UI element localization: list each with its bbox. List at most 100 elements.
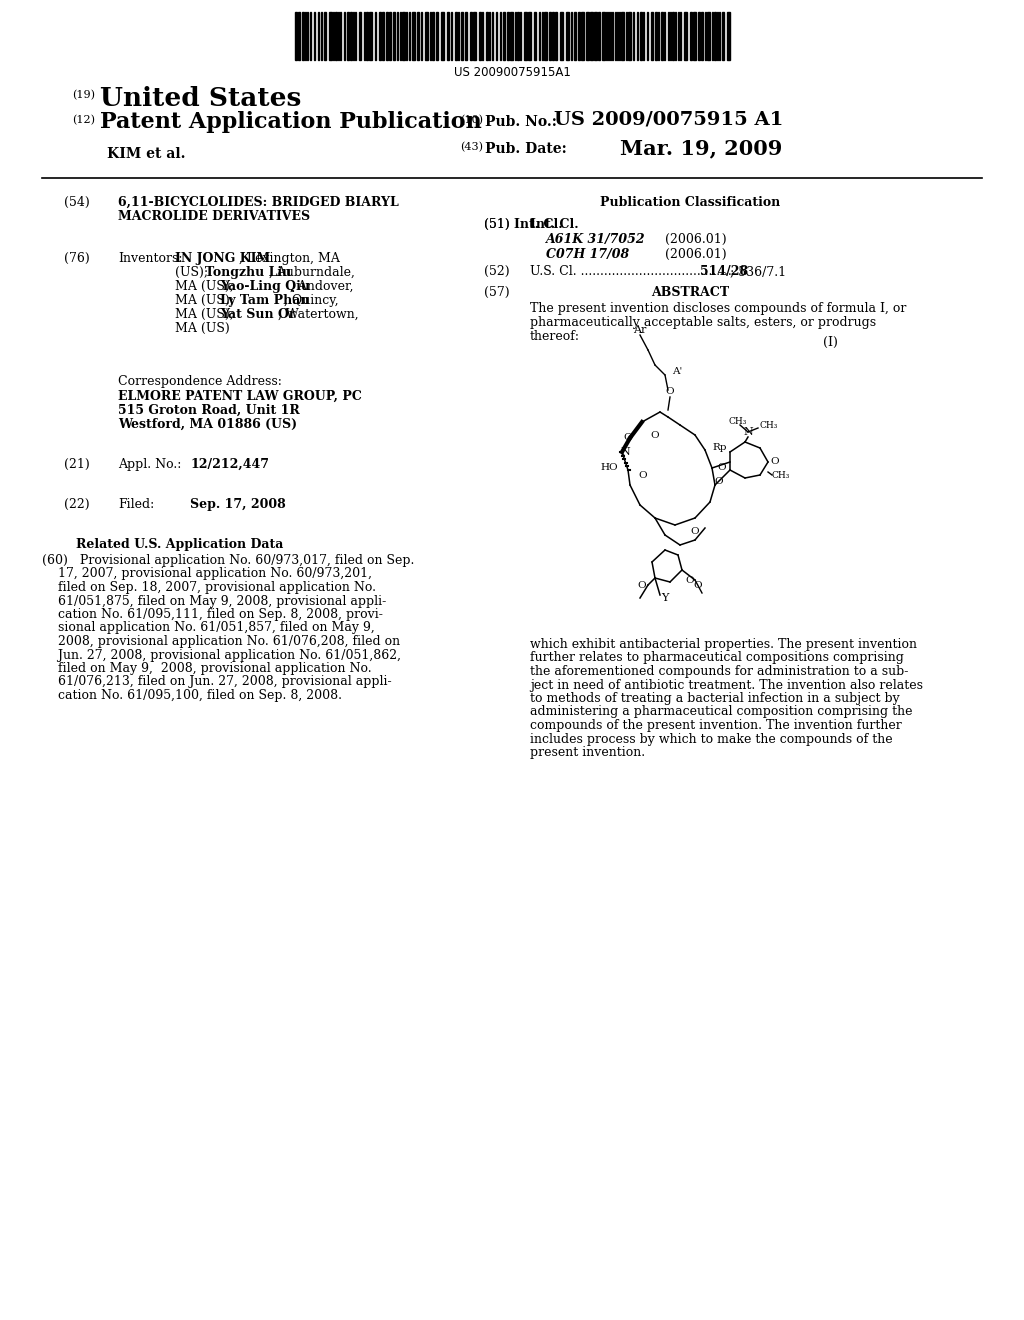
- Text: 61/076,213, filed on Jun. 27, 2008, provisional appli-: 61/076,213, filed on Jun. 27, 2008, prov…: [42, 676, 391, 689]
- Text: 12/212,447: 12/212,447: [190, 458, 269, 471]
- Text: cation No. 61/095,100, filed on Sep. 8, 2008.: cation No. 61/095,100, filed on Sep. 8, …: [42, 689, 342, 702]
- Text: which exhibit antibacterial properties. The present invention: which exhibit antibacterial properties. …: [530, 638, 918, 651]
- Text: CH₃: CH₃: [772, 471, 791, 480]
- Text: administering a pharmaceutical composition comprising the: administering a pharmaceutical compositi…: [530, 705, 912, 718]
- Text: O: O: [650, 430, 659, 440]
- Text: (2006.01): (2006.01): [665, 234, 727, 246]
- Text: (22): (22): [65, 498, 90, 511]
- Text: (10): (10): [460, 115, 483, 125]
- Text: O: O: [690, 528, 698, 536]
- Text: Y: Y: [662, 593, 669, 603]
- Text: Yao-Ling Qiu: Yao-Ling Qiu: [220, 280, 310, 293]
- Text: Correspondence Address:: Correspondence Address:: [118, 375, 282, 388]
- Text: US 2009/0075915 A1: US 2009/0075915 A1: [554, 111, 783, 129]
- Text: (12): (12): [72, 115, 95, 125]
- Text: (19): (19): [72, 90, 95, 100]
- Text: Publication Classification: Publication Classification: [600, 195, 780, 209]
- Text: cation No. 61/095,111, filed on Sep. 8, 2008, provi-: cation No. 61/095,111, filed on Sep. 8, …: [42, 609, 383, 620]
- Text: present invention.: present invention.: [530, 746, 645, 759]
- Text: A61K 31/7052: A61K 31/7052: [546, 234, 645, 246]
- Text: O: O: [685, 576, 693, 585]
- Text: (21): (21): [65, 458, 90, 471]
- Text: Ly Tam Phan: Ly Tam Phan: [220, 294, 309, 308]
- Text: Related U.S. Application Data: Related U.S. Application Data: [77, 539, 284, 550]
- Text: compounds of the present invention. The invention further: compounds of the present invention. The …: [530, 719, 902, 733]
- Text: 17, 2007, provisional application No. 60/973,201,: 17, 2007, provisional application No. 60…: [42, 568, 372, 581]
- Text: O: O: [624, 433, 632, 441]
- Text: Appl. No.:: Appl. No.:: [118, 458, 181, 471]
- Text: Int. Cl.: Int. Cl.: [514, 218, 562, 231]
- Text: US 20090075915A1: US 20090075915A1: [454, 66, 570, 79]
- Text: Pub. No.:: Pub. No.:: [485, 115, 557, 129]
- Text: , Watertown,: , Watertown,: [278, 308, 358, 321]
- Text: 515 Groton Road, Unit 1R: 515 Groton Road, Unit 1R: [118, 404, 300, 417]
- Text: (76): (76): [65, 252, 90, 265]
- Text: further relates to pharmaceutical compositions comprising: further relates to pharmaceutical compos…: [530, 652, 904, 664]
- Text: O: O: [770, 458, 778, 466]
- Text: Inventors:: Inventors:: [118, 252, 182, 265]
- Text: CH₃: CH₃: [760, 421, 778, 429]
- Text: 514/28: 514/28: [700, 265, 749, 279]
- Text: Mar. 19, 2009: Mar. 19, 2009: [620, 139, 782, 158]
- Text: Patent Application Publication: Patent Application Publication: [100, 111, 481, 133]
- Text: ject in need of antibiotic treatment. The invention also relates: ject in need of antibiotic treatment. Th…: [530, 678, 923, 692]
- Text: Yat Sun Or: Yat Sun Or: [220, 308, 296, 321]
- Text: MA (US);: MA (US);: [175, 308, 238, 321]
- Text: Ar: Ar: [633, 325, 647, 335]
- Text: , Lexington, MA: , Lexington, MA: [239, 252, 340, 265]
- Text: , Quincy,: , Quincy,: [284, 294, 338, 308]
- Text: (52): (52): [484, 265, 510, 279]
- Text: Filed:: Filed:: [118, 498, 155, 511]
- Text: Rp: Rp: [712, 444, 726, 453]
- Text: ELMORE PATENT LAW GROUP, PC: ELMORE PATENT LAW GROUP, PC: [118, 389, 361, 403]
- Text: N: N: [621, 447, 630, 457]
- Text: sional application No. 61/051,857, filed on May 9,: sional application No. 61/051,857, filed…: [42, 622, 375, 635]
- Text: (57): (57): [484, 286, 510, 300]
- Text: A': A': [672, 367, 682, 376]
- Text: O: O: [638, 470, 646, 479]
- Text: United States: United States: [100, 86, 301, 111]
- Text: , Auburndale,: , Auburndale,: [268, 267, 354, 279]
- Text: filed on Sep. 18, 2007, provisional application No.: filed on Sep. 18, 2007, provisional appl…: [42, 581, 376, 594]
- Text: Westford, MA 01886 (US): Westford, MA 01886 (US): [118, 418, 297, 432]
- Text: (43): (43): [460, 143, 483, 152]
- Text: (51): (51): [484, 218, 510, 231]
- Text: includes process by which to make the compounds of the: includes process by which to make the co…: [530, 733, 893, 746]
- Text: Jun. 27, 2008, provisional application No. 61/051,862,: Jun. 27, 2008, provisional application N…: [42, 648, 401, 661]
- Text: MA (US);: MA (US);: [175, 280, 238, 293]
- Text: , Andover,: , Andover,: [290, 280, 353, 293]
- Text: KIM et al.: KIM et al.: [106, 147, 185, 161]
- Text: (2006.01): (2006.01): [665, 248, 727, 261]
- Text: (I): (I): [822, 335, 838, 348]
- Text: (51): (51): [484, 218, 510, 231]
- Text: 2008, provisional application No. 61/076,208, filed on: 2008, provisional application No. 61/076…: [42, 635, 400, 648]
- Text: MA (US);: MA (US);: [175, 294, 238, 308]
- Text: MA (US): MA (US): [175, 322, 229, 335]
- Text: Pub. Date:: Pub. Date:: [485, 143, 566, 156]
- Text: 61/051,875, filed on May 9, 2008, provisional appli-: 61/051,875, filed on May 9, 2008, provis…: [42, 594, 386, 607]
- Text: O: O: [693, 581, 702, 590]
- Text: (60)   Provisional application No. 60/973,017, filed on Sep.: (60) Provisional application No. 60/973,…: [42, 554, 415, 568]
- Text: O: O: [714, 478, 723, 487]
- Text: C07H 17/08: C07H 17/08: [546, 248, 630, 261]
- Text: MACROLIDE DERIVATIVES: MACROLIDE DERIVATIVES: [118, 210, 310, 223]
- Text: N: N: [743, 426, 753, 437]
- Text: Sep. 17, 2008: Sep. 17, 2008: [190, 498, 286, 511]
- Text: 6,11-BICYCLOLIDES: BRIDGED BIARYL: 6,11-BICYCLOLIDES: BRIDGED BIARYL: [118, 195, 398, 209]
- Text: pharmaceutically acceptable salts, esters, or prodrugs: pharmaceutically acceptable salts, ester…: [530, 315, 877, 329]
- Text: thereof:: thereof:: [530, 330, 580, 343]
- Text: (US);: (US);: [175, 267, 212, 279]
- Text: to methods of treating a bacterial infection in a subject by: to methods of treating a bacterial infec…: [530, 692, 900, 705]
- Text: O: O: [638, 581, 646, 590]
- Text: O: O: [717, 463, 726, 473]
- Text: HO: HO: [600, 463, 618, 473]
- Text: ABSTRACT: ABSTRACT: [651, 286, 729, 300]
- Text: Int. Cl.: Int. Cl.: [530, 218, 579, 231]
- Text: CH₃: CH₃: [729, 417, 748, 426]
- Text: ; 536/7.1: ; 536/7.1: [730, 265, 786, 279]
- Text: (54): (54): [65, 195, 90, 209]
- Text: The present invention discloses compounds of formula I, or: The present invention discloses compound…: [530, 302, 906, 315]
- Text: Tongzhu Liu: Tongzhu Liu: [205, 267, 291, 279]
- Text: O: O: [666, 388, 675, 396]
- Text: filed on May 9,  2008, provisional application No.: filed on May 9, 2008, provisional applic…: [42, 663, 372, 675]
